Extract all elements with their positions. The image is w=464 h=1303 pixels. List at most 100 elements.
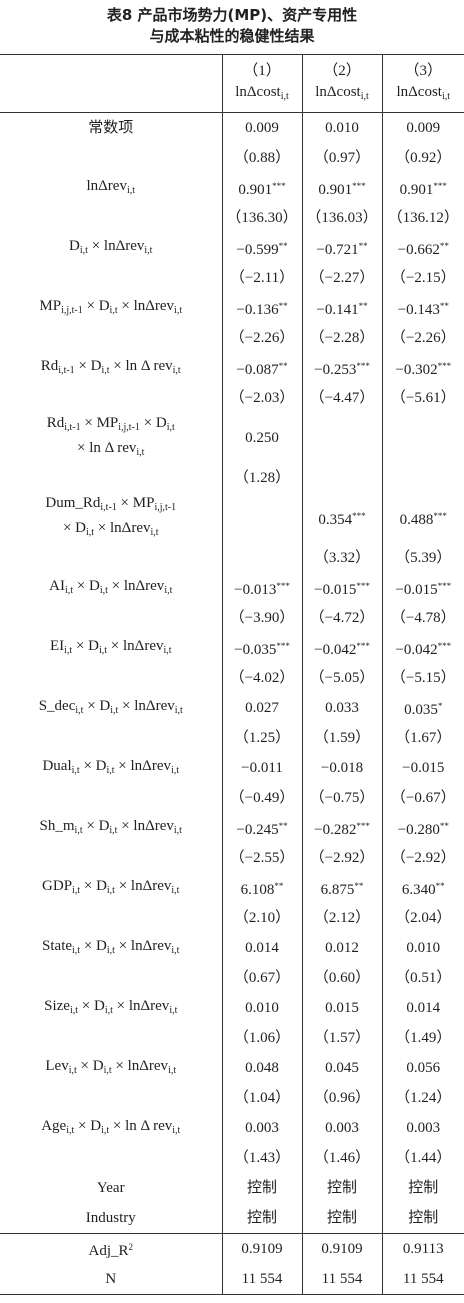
subscript: i,t: [101, 364, 110, 376]
significance: **: [439, 821, 449, 831]
value-cell: （−2.92）: [301, 843, 382, 873]
row-label: EIi,t × Di,t × lnΔrevi,t: [0, 633, 222, 663]
text: × D: [139, 415, 167, 431]
value-cell: 11 554: [301, 1264, 382, 1295]
subscript: i,t-1: [58, 364, 75, 376]
value: （−0.75）: [309, 790, 375, 806]
value: −0.143: [397, 302, 440, 318]
value-cell: −0.253***: [301, 353, 382, 383]
value-cell: 0.9113: [381, 1233, 464, 1264]
row-label: [0, 963, 222, 993]
value-cell: 0.354***: [301, 493, 382, 543]
table-row: （−4.02） （−5.05） （−5.15）: [0, 663, 464, 693]
value: −0.302: [395, 362, 438, 378]
value-cell: 6.875**: [301, 873, 382, 903]
subscript: i,t: [66, 1124, 75, 1136]
row-label: [0, 843, 222, 873]
value: 0.014: [245, 940, 279, 956]
value-cell: （0.97）: [301, 143, 382, 173]
value: 0.010: [406, 940, 441, 956]
table-row: Sizei,t × Di,t × lnΔrevi,t 0.010 0.015 0.01…: [0, 993, 464, 1023]
subscript: i,t: [98, 644, 108, 656]
text: × lnΔrev: [118, 697, 175, 714]
significance: ***: [356, 361, 370, 371]
table-row: EIi,t × Di,t × lnΔrevi,t −0.035*** −0.042*…: [0, 633, 464, 663]
value: （−0.49）: [229, 790, 295, 806]
subscript: i,t: [68, 1064, 77, 1076]
value: 0.056: [406, 1060, 441, 1076]
table-row: （−2.55） （−2.92） （−2.92）: [0, 843, 464, 873]
significance: ***: [437, 361, 452, 371]
value: 0.009: [406, 120, 441, 136]
significance: ***: [276, 641, 290, 651]
label-line: MPi,j,t-1 × Di,t × lnΔrevi,t: [0, 296, 222, 321]
subscript: i,t: [71, 764, 80, 776]
column-label: lnΔcosti,t: [223, 82, 302, 107]
significance: **: [278, 821, 288, 831]
table-row: （−2.11） （−2.27） （−2.15）: [0, 263, 464, 293]
value: （−2.11）: [229, 270, 295, 286]
value-cell: （1.04）: [221, 1083, 302, 1113]
value-cell: 0.9109: [221, 1233, 302, 1264]
label-line: Duali,t × Di,t × lnΔrevi,t: [0, 756, 222, 781]
significance: **: [354, 881, 364, 891]
value-cell: −0.087**: [221, 353, 302, 383]
value-cell: −0.662**: [381, 233, 464, 263]
value: （1.28）: [233, 470, 291, 486]
subscript: i,t: [171, 944, 180, 956]
value: （0.67）: [233, 970, 291, 986]
value: −0.662: [397, 242, 440, 258]
value: 0.9113: [402, 1241, 444, 1257]
value: （−3.90）: [229, 610, 295, 626]
table-row: （−0.49） （−0.75） （−0.67）: [0, 783, 464, 813]
value-cell: 控制: [381, 1203, 464, 1234]
table-row: （−2.26） （−2.28） （−2.26）: [0, 323, 464, 353]
significance: **: [274, 881, 284, 891]
text: × ln Δ rev: [77, 440, 137, 456]
value-cell: 0.045: [301, 1053, 382, 1083]
text: Year: [96, 1180, 125, 1196]
value: 0.009: [245, 120, 279, 136]
value-cell: （136.03）: [301, 203, 382, 233]
value-cell: （0.92）: [381, 143, 464, 173]
value: 0.901: [318, 182, 353, 198]
value-cell: 0.901***: [301, 173, 382, 203]
text: × lnΔrev: [114, 877, 172, 894]
value-cell: −0.302***: [381, 353, 464, 383]
value-cell: −0.599**: [221, 233, 302, 263]
value: （1.59）: [313, 730, 371, 746]
row-label: [0, 543, 222, 573]
value-cell: （2.04）: [381, 903, 464, 933]
subscript: i,t: [174, 704, 183, 716]
value: 0.9109: [241, 1241, 283, 1257]
significance: **: [439, 241, 449, 251]
text: × D: [74, 1117, 102, 1134]
label-line: Rdi,t-1 × Di,t × ln Δ revi,t: [0, 356, 222, 381]
significance: ***: [356, 581, 370, 591]
table-row: Levi,t × Di,t × lnΔrevi,t 0.048 0.045 0.056: [0, 1053, 464, 1083]
table-row: Year 控制 控制 控制: [0, 1173, 464, 1203]
text: Dual: [42, 757, 72, 774]
value: （1.67）: [395, 730, 452, 746]
row-label: Di,t × lnΔrevi,t: [0, 233, 222, 263]
value-cell: 0.003: [381, 1113, 464, 1143]
value: −0.282: [314, 822, 357, 838]
table-row: （0.67） （0.60） （0.51）: [0, 963, 464, 993]
column-number: （2）: [323, 62, 361, 79]
significance: ***: [437, 641, 452, 651]
text: × lnΔrev: [114, 937, 172, 954]
value-cell: 0.010: [221, 993, 302, 1023]
value: （−2.15）: [390, 270, 456, 286]
value-cell: （1.49）: [381, 1023, 464, 1053]
value: 0.010: [245, 1000, 279, 1016]
value-cell: −0.015***: [301, 573, 382, 603]
value: 6.340: [401, 882, 436, 898]
significance: **: [278, 241, 288, 251]
value-cell: [221, 543, 302, 573]
subscript: i,t: [164, 584, 173, 596]
header-cell: （3） lnΔcosti,t: [381, 54, 464, 113]
label-line: Adj_R2: [0, 1237, 222, 1261]
value: （2.12）: [313, 910, 371, 926]
value: 0.003: [325, 1120, 359, 1136]
text: × ln Δ rev: [109, 1117, 173, 1134]
